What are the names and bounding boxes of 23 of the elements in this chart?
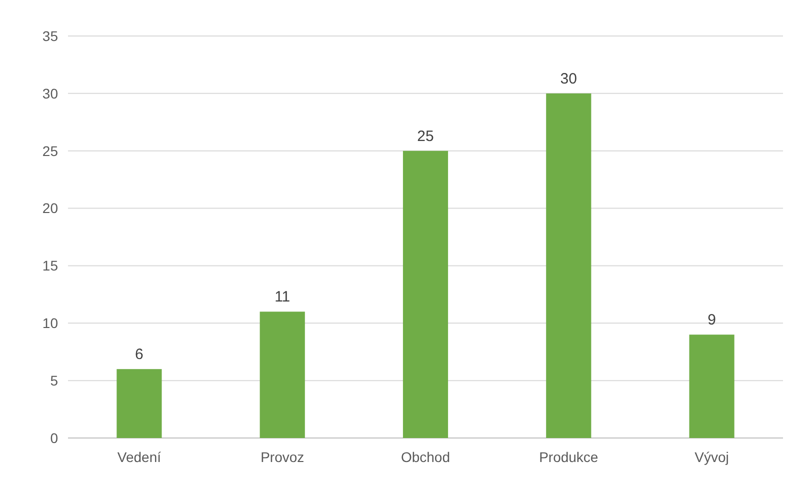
data-label: 9 xyxy=(708,312,716,329)
bar xyxy=(402,150,448,438)
y-tick-label: 0 xyxy=(50,430,58,446)
x-tick-label: Produkce xyxy=(539,449,598,465)
y-tick-label: 30 xyxy=(42,85,58,102)
y-tick-label: 20 xyxy=(42,200,58,216)
y-tick-label: 35 xyxy=(42,28,58,44)
y-tick-label: 25 xyxy=(42,142,58,159)
bar xyxy=(689,334,734,438)
bar xyxy=(260,312,305,438)
bar xyxy=(546,93,592,438)
data-label: 25 xyxy=(417,128,434,145)
y-tick-label: 10 xyxy=(42,315,58,332)
x-tick-label: Vývoj xyxy=(694,449,729,465)
y-tick-label: 15 xyxy=(42,258,58,274)
bar xyxy=(116,369,162,438)
data-label: 6 xyxy=(135,346,144,364)
data-label: 11 xyxy=(274,288,290,306)
x-tick-label: Obchod xyxy=(400,449,450,465)
x-tick-label: Vedení xyxy=(117,449,162,465)
data-label: 30 xyxy=(560,70,577,88)
y-tick-label: 5 xyxy=(50,372,58,388)
x-tick-label: Provoz xyxy=(260,449,304,465)
